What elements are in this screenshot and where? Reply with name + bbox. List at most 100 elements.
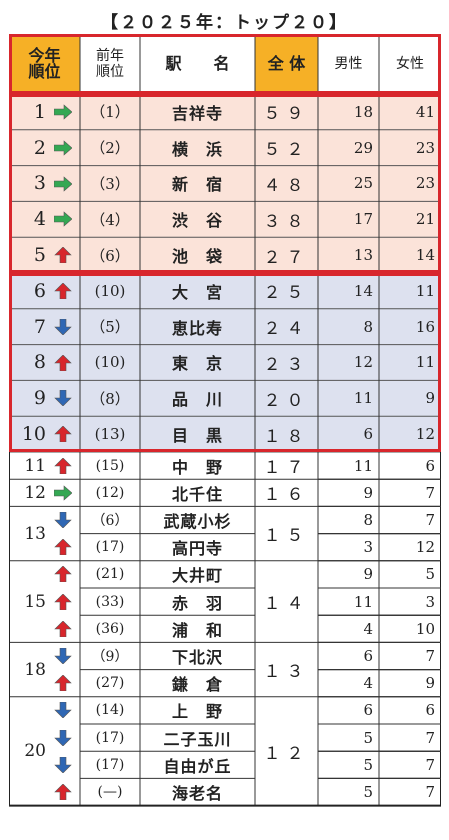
- trend-icon: [53, 485, 73, 501]
- header-total: 全 体: [267, 54, 306, 73]
- total-votes-cell: ４８: [263, 175, 310, 196]
- header-female: 女性: [396, 56, 424, 72]
- prev-rank-cell: (27): [95, 675, 125, 692]
- arrow-right-icon: [53, 211, 73, 227]
- prev-rank-cell: (33): [95, 593, 125, 610]
- merged-total-cell: [256, 697, 317, 805]
- arrow-down-icon: [54, 647, 72, 665]
- header-total-highlight: [255, 34, 318, 94]
- female-votes-cell: 12: [415, 538, 435, 557]
- female-votes-cell: 14: [415, 246, 435, 265]
- merged-total-cell: [256, 507, 317, 560]
- prev-rank-cell: （1）: [90, 103, 130, 122]
- rank-cell: 7: [33, 315, 46, 338]
- male-votes-cell: 5: [363, 728, 373, 747]
- male-votes-cell: 11: [353, 456, 373, 475]
- total-votes-cell: ５９: [263, 104, 310, 125]
- female-votes-cell: 6: [425, 701, 435, 720]
- station-name-cell: 武蔵小杉: [163, 511, 232, 531]
- male-votes-cell: 11: [353, 592, 373, 611]
- station-name-cell: 新 宿: [171, 175, 223, 195]
- header-rank-highlight: [9, 34, 80, 94]
- total-votes-cell: ２３: [263, 354, 310, 375]
- prev-rank-cell: (10): [94, 353, 126, 372]
- station-name-cell: 高円寺: [171, 539, 223, 559]
- male-votes-cell: 5: [363, 755, 373, 774]
- station-name-cell: 品 川: [171, 390, 223, 410]
- total-votes-cell: ２４: [263, 319, 310, 340]
- trend-icon: [54, 318, 72, 336]
- station-name-cell: 大 宮: [171, 282, 223, 302]
- prev-rank-cell: (13): [94, 425, 126, 444]
- male-votes-cell: 9: [363, 483, 373, 502]
- trend-icon: [54, 620, 72, 638]
- rank-cell: 5: [33, 244, 46, 267]
- header-rank: 今年 順位: [9, 34, 80, 94]
- female-votes-cell: 7: [425, 510, 435, 529]
- prev-rank-cell: （8）: [90, 389, 130, 408]
- arrow-down-icon: [54, 756, 72, 774]
- male-votes-cell: 25: [353, 174, 373, 193]
- trend-icon: [54, 389, 72, 407]
- rank-cell: 9: [33, 387, 46, 410]
- prev-rank-cell: (17): [95, 756, 125, 773]
- rank6-10-red-frame: [9, 273, 441, 452]
- station-name-cell: 鎌 倉: [171, 675, 223, 695]
- trend-icon: [54, 511, 72, 529]
- prev-rank-cell: （3）: [90, 174, 130, 193]
- female-votes-cell: 6: [425, 456, 435, 475]
- merged-rank-cell: [10, 507, 79, 560]
- female-votes-cell: 9: [425, 674, 435, 693]
- total-votes-cell: ２０: [263, 390, 310, 411]
- trend-icon: [54, 282, 72, 300]
- rank-cell: 8: [33, 351, 46, 374]
- arrow-up-icon: [54, 282, 72, 300]
- total-votes-cell: ５２: [263, 140, 310, 161]
- header-background: [9, 34, 441, 94]
- female-votes-cell: 10: [415, 619, 435, 638]
- prev-rank-cell: （4）: [90, 210, 130, 229]
- trend-icon: [54, 756, 72, 774]
- top5-red-frame: [9, 94, 441, 273]
- trend-icon: [53, 104, 73, 120]
- prev-rank-cell: (12): [95, 484, 125, 501]
- female-votes-cell: 3: [425, 592, 435, 611]
- male-votes-cell: 29: [353, 138, 373, 157]
- arrow-right-icon: [53, 485, 73, 501]
- rank-cell: 1: [33, 100, 46, 123]
- trend-icon: [54, 593, 72, 610]
- station-name-cell: 自由が丘: [163, 756, 232, 776]
- trend-icon: [54, 354, 72, 371]
- arrow-up-icon: [54, 593, 72, 610]
- total-votes-cell: １４: [263, 594, 310, 615]
- prev-rank-cell: （5）: [90, 318, 130, 337]
- rank-cell: 13: [24, 523, 46, 544]
- station-name-cell: 上 野: [171, 702, 223, 722]
- prev-rank-cell: (36): [95, 620, 125, 637]
- station-name-cell: 二子玉川: [163, 729, 232, 749]
- prev-rank-cell: (15): [95, 457, 125, 474]
- female-votes-cell: 12: [415, 425, 435, 444]
- male-votes-cell: 6: [363, 701, 373, 720]
- merged-rank-cell: [10, 697, 79, 805]
- male-votes-cell: 9: [363, 565, 373, 584]
- male-votes-cell: 11: [353, 389, 373, 408]
- trend-icon: [54, 647, 72, 665]
- trend-icon: [54, 425, 72, 443]
- arrow-up-icon: [54, 425, 72, 443]
- header-male: 男性: [334, 56, 363, 72]
- arrow-up-icon: [54, 354, 72, 371]
- arrow-up-icon: [54, 783, 72, 801]
- prev-rank-cell: (10): [94, 281, 126, 300]
- arrow-right-icon: [53, 175, 73, 192]
- merged-rank-cell: [10, 643, 79, 696]
- merged-total-cell: [256, 561, 317, 642]
- male-votes-cell: 17: [353, 210, 373, 229]
- arrow-up-icon: [54, 674, 72, 692]
- arrow-up-icon: [54, 457, 72, 474]
- trend-icon: [54, 674, 72, 692]
- band-top5-background: [9, 94, 441, 273]
- trend-icon: [54, 783, 72, 801]
- station-name-cell: 下北沢: [171, 647, 223, 667]
- female-votes-cell: 11: [415, 353, 435, 372]
